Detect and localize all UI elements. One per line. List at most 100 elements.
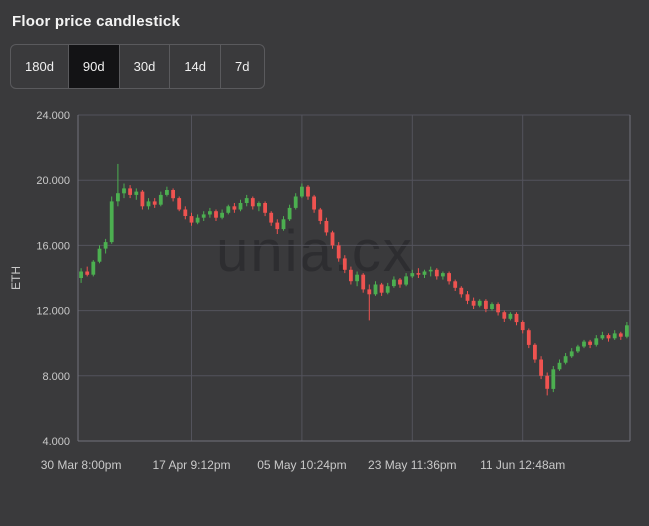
candle (410, 269, 415, 278)
candle (226, 204, 231, 215)
candle (569, 348, 574, 358)
candle (336, 242, 341, 262)
candle (588, 339, 592, 349)
candle (269, 211, 274, 226)
candle (195, 214, 200, 225)
candle (189, 212, 194, 226)
candle (300, 183, 304, 199)
candle (128, 185, 132, 199)
watermark: unia.cx (216, 219, 414, 284)
candle (477, 299, 482, 308)
candle (244, 194, 249, 207)
candle (214, 209, 218, 221)
candle (257, 201, 261, 212)
candle (306, 185, 310, 200)
candle (563, 353, 568, 365)
candle (594, 335, 599, 347)
candle (459, 286, 464, 298)
candle (434, 268, 439, 280)
candle (545, 372, 550, 396)
candle (453, 279, 458, 291)
candle (379, 282, 384, 296)
range-selector: 180d 90d 30d 14d 7d (10, 44, 265, 89)
chart-title: Floor price candlestick (12, 13, 180, 30)
y-tick-label: 8.000 (42, 371, 70, 383)
candle (612, 330, 617, 340)
candle (600, 331, 605, 340)
y-tick-label: 12.000 (36, 306, 70, 318)
candle (220, 209, 224, 220)
candle (496, 302, 500, 316)
candle (349, 266, 353, 285)
candle (165, 186, 169, 197)
candle (428, 266, 433, 277)
candlestick-svg: unia.cx 24.000 20.000 16.000 12.000 8.000 4.00… (9, 110, 631, 472)
candle (122, 183, 126, 199)
candle (398, 278, 402, 288)
y-axis-title: ETH (9, 266, 23, 290)
candle (146, 198, 151, 210)
candle (404, 273, 408, 287)
candle (275, 219, 280, 234)
candle (416, 268, 421, 278)
range-button-180d[interactable]: 180d (11, 45, 69, 88)
candle (533, 343, 537, 363)
candle (502, 310, 507, 322)
candle (183, 206, 188, 220)
candle (551, 366, 556, 393)
candle (201, 211, 206, 221)
candle (134, 188, 139, 200)
candle (238, 199, 243, 212)
y-tick-label: 20.000 (36, 175, 70, 187)
candle (355, 271, 359, 287)
candle (576, 344, 580, 353)
x-tick-label: 11 Jun 12:48am (480, 458, 565, 472)
candle (557, 359, 562, 371)
candle (342, 255, 347, 274)
candle (539, 356, 543, 380)
candle (85, 266, 90, 277)
x-tick-label: 17 Apr 9:12pm (152, 458, 230, 472)
range-button-7d[interactable]: 7d (221, 45, 263, 88)
candle (606, 333, 611, 342)
candle (471, 297, 476, 309)
candle (116, 163, 120, 207)
candle (618, 331, 623, 340)
candle (324, 217, 329, 236)
candle (287, 204, 292, 221)
candle (520, 320, 525, 334)
candle (625, 322, 629, 339)
candle (392, 276, 396, 288)
candle (152, 198, 157, 208)
candle (293, 193, 298, 210)
candle (361, 273, 366, 293)
range-button-90d[interactable]: 90d (68, 45, 120, 88)
candle (367, 284, 372, 321)
candle (373, 281, 378, 296)
candle (330, 230, 335, 249)
candle (312, 194, 316, 213)
range-button-30d[interactable]: 30d (120, 45, 171, 88)
chart-header: Floor price candlestick (0, 0, 649, 34)
candle (103, 238, 108, 254)
candle (263, 201, 267, 217)
candle (465, 291, 470, 305)
candle (441, 271, 445, 280)
x-tick-label: 05 May 10:24pm (257, 458, 346, 472)
candle (232, 203, 237, 213)
x-tick-label: 23 May 11:36pm (368, 458, 457, 472)
candle (281, 216, 286, 231)
y-tick-label: 24.000 (36, 110, 70, 122)
candle (109, 196, 114, 244)
candle (582, 339, 586, 349)
y-tick-label: 16.000 (36, 240, 70, 252)
range-button-14d[interactable]: 14d (170, 45, 222, 88)
candle (422, 269, 427, 278)
candle (250, 196, 255, 210)
candle (158, 191, 163, 207)
candle (508, 312, 513, 321)
candle (79, 268, 83, 283)
candle (171, 188, 175, 202)
candle (318, 207, 323, 225)
candle (447, 271, 451, 285)
